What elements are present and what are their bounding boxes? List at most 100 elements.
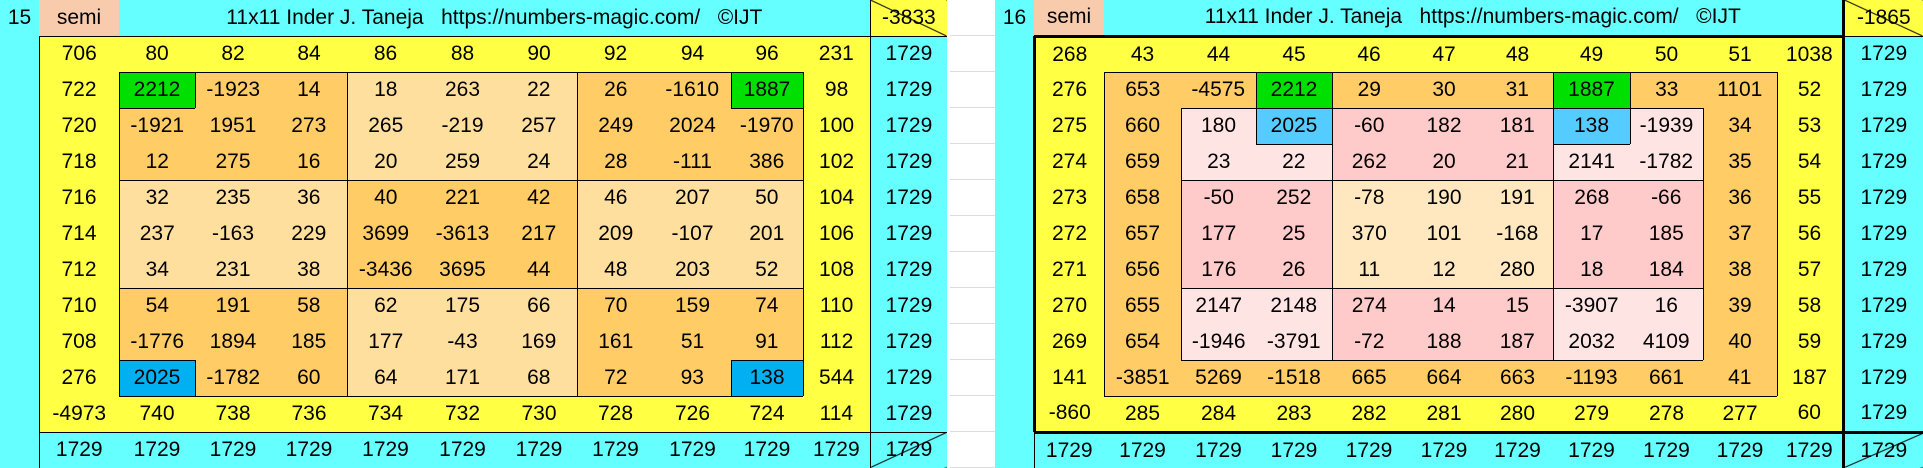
number-cell[interactable]: 3699 bbox=[346, 216, 424, 252]
number-cell[interactable]: 281 bbox=[1406, 396, 1482, 434]
number-cell[interactable]: 262 bbox=[1331, 144, 1406, 181]
row-label-cell[interactable] bbox=[0, 360, 39, 396]
number-cell[interactable]: -3907 bbox=[1552, 287, 1630, 324]
number-cell[interactable]: 185 bbox=[271, 324, 348, 360]
number-cell[interactable]: 91 bbox=[731, 324, 804, 361]
number-cell[interactable]: 37 bbox=[1702, 216, 1778, 252]
number-cell[interactable]: 102 bbox=[803, 144, 871, 180]
number-cell[interactable]: -1193 bbox=[1553, 359, 1630, 397]
number-cell[interactable]: 282 bbox=[1332, 396, 1406, 434]
number-cell[interactable]: 653 bbox=[1103, 71, 1181, 108]
row-sum-cell[interactable]: 1729 bbox=[869, 180, 948, 216]
number-cell[interactable]: -1923 bbox=[194, 71, 271, 108]
number-cell[interactable]: 29 bbox=[1331, 71, 1406, 109]
number-cell[interactable]: 34 bbox=[1702, 108, 1778, 144]
column-sum-cell[interactable]: 1729 bbox=[731, 431, 803, 468]
number-cell[interactable]: 56 bbox=[1777, 216, 1844, 252]
row-sum-cell[interactable]: 1729 bbox=[1841, 360, 1923, 396]
number-cell[interactable]: 736 bbox=[271, 396, 347, 433]
number-cell[interactable]: 64 bbox=[346, 360, 424, 397]
row-sum-cell[interactable]: 1729 bbox=[1841, 324, 1923, 360]
highlighted-cell[interactable]: 138 bbox=[1552, 107, 1631, 145]
row-sum-cell[interactable]: 1729 bbox=[1841, 72, 1923, 108]
number-cell[interactable]: -1970 bbox=[731, 107, 804, 144]
number-cell[interactable]: 190 bbox=[1406, 179, 1482, 216]
row-sum-cell[interactable]: 1729 bbox=[1841, 252, 1923, 288]
number-cell[interactable]: 177 bbox=[346, 324, 424, 360]
number-cell[interactable]: 106 bbox=[803, 216, 871, 252]
number-cell[interactable]: 283 bbox=[1256, 396, 1332, 434]
number-cell[interactable]: 279 bbox=[1553, 396, 1630, 434]
row-sum-cell[interactable]: 1729 bbox=[1841, 180, 1923, 216]
number-cell[interactable]: 207 bbox=[654, 179, 731, 216]
column-sum-cell[interactable]: 1729 bbox=[654, 431, 731, 468]
number-cell[interactable]: 231 bbox=[803, 35, 871, 72]
number-cell[interactable]: 40 bbox=[1702, 324, 1778, 360]
number-cell[interactable]: 706 bbox=[38, 35, 119, 72]
column-sum-cell[interactable]: 1729 bbox=[1777, 430, 1844, 468]
number-cell[interactable]: 1894 bbox=[195, 324, 271, 360]
number-cell[interactable]: 708 bbox=[38, 324, 119, 360]
row-sum-cell[interactable]: 1729 bbox=[869, 36, 948, 72]
row-sum-cell[interactable]: 1729 bbox=[869, 72, 948, 108]
number-cell[interactable]: 231 bbox=[195, 252, 271, 289]
row-label-cell[interactable] bbox=[995, 36, 1034, 72]
row-sum-cell[interactable]: 1729 bbox=[869, 252, 948, 288]
diagonal-sum-cell[interactable]: -3833 bbox=[869, 0, 948, 37]
number-cell[interactable]: 181 bbox=[1482, 107, 1554, 144]
highlighted-cell[interactable]: 1887 bbox=[1552, 71, 1631, 109]
number-cell[interactable]: 217 bbox=[501, 216, 578, 252]
row-label-cell[interactable] bbox=[0, 180, 39, 216]
number-cell[interactable]: 36 bbox=[271, 179, 348, 216]
number-cell[interactable]: 720 bbox=[38, 108, 119, 144]
number-cell[interactable]: 60 bbox=[271, 360, 348, 397]
row-sum-cell[interactable]: 1729 bbox=[1841, 216, 1923, 252]
column-sum-cell[interactable]: 1729 bbox=[271, 431, 347, 468]
column-sum-cell[interactable]: 1729 bbox=[501, 431, 577, 468]
column-sum-cell[interactable]: 1729 bbox=[1181, 430, 1256, 468]
number-cell[interactable]: 72 bbox=[576, 360, 654, 397]
number-cell[interactable]: 100 bbox=[803, 108, 871, 144]
number-cell[interactable]: -60 bbox=[1331, 107, 1406, 144]
number-cell[interactable]: -3436 bbox=[346, 252, 424, 289]
number-cell[interactable]: -1921 bbox=[118, 107, 195, 144]
number-cell[interactable]: 90 bbox=[501, 35, 577, 72]
row-sum-cell[interactable]: 1729 bbox=[869, 288, 948, 324]
number-cell[interactable]: 370 bbox=[1331, 216, 1406, 252]
number-cell[interactable]: 176 bbox=[1180, 252, 1256, 289]
number-cell[interactable]: 1101 bbox=[1703, 71, 1778, 108]
number-cell[interactable]: 252 bbox=[1256, 179, 1333, 216]
row-label-cell[interactable] bbox=[0, 144, 39, 180]
row-sum-cell[interactable]: 1729 bbox=[1841, 36, 1923, 72]
number-cell[interactable]: -168 bbox=[1482, 216, 1554, 252]
column-sum-cell[interactable]: 1729 bbox=[119, 431, 195, 468]
number-cell[interactable]: 732 bbox=[424, 396, 501, 433]
row-label-cell[interactable] bbox=[0, 36, 39, 72]
number-cell[interactable]: 161 bbox=[576, 324, 654, 360]
number-cell[interactable]: 28 bbox=[576, 144, 654, 181]
number-cell[interactable]: 51 bbox=[654, 324, 731, 360]
highlighted-cell[interactable]: 1887 bbox=[730, 71, 804, 109]
number-cell[interactable]: 284 bbox=[1181, 396, 1256, 434]
row-label-cell[interactable] bbox=[0, 108, 39, 144]
number-cell[interactable]: 263 bbox=[424, 71, 501, 108]
number-cell[interactable]: 273 bbox=[271, 108, 348, 144]
number-cell[interactable]: 35 bbox=[1702, 144, 1778, 180]
number-cell[interactable]: 93 bbox=[654, 360, 732, 397]
number-cell[interactable]: 141 bbox=[1032, 360, 1104, 396]
number-cell[interactable]: 47 bbox=[1406, 34, 1482, 72]
row-label-cell[interactable] bbox=[995, 144, 1034, 180]
square-number-label[interactable]: 15 bbox=[0, 0, 39, 36]
number-cell[interactable]: 31 bbox=[1482, 71, 1554, 109]
number-cell[interactable]: 274 bbox=[1331, 287, 1406, 324]
number-cell[interactable]: 710 bbox=[38, 288, 119, 324]
number-cell[interactable]: 270 bbox=[1032, 288, 1104, 324]
highlighted-cell[interactable]: 2212 bbox=[118, 71, 196, 109]
number-cell[interactable]: 22 bbox=[1256, 143, 1333, 181]
number-cell[interactable]: 271 bbox=[1032, 252, 1104, 288]
title-cell[interactable]: 11x11 Inder J. Taneja https://numbers-ma… bbox=[1104, 0, 1844, 36]
number-cell[interactable]: 285 bbox=[1104, 396, 1181, 434]
number-cell[interactable]: 25 bbox=[1256, 216, 1333, 252]
number-cell[interactable]: 18 bbox=[1552, 252, 1630, 289]
row-label-cell[interactable] bbox=[995, 180, 1034, 216]
